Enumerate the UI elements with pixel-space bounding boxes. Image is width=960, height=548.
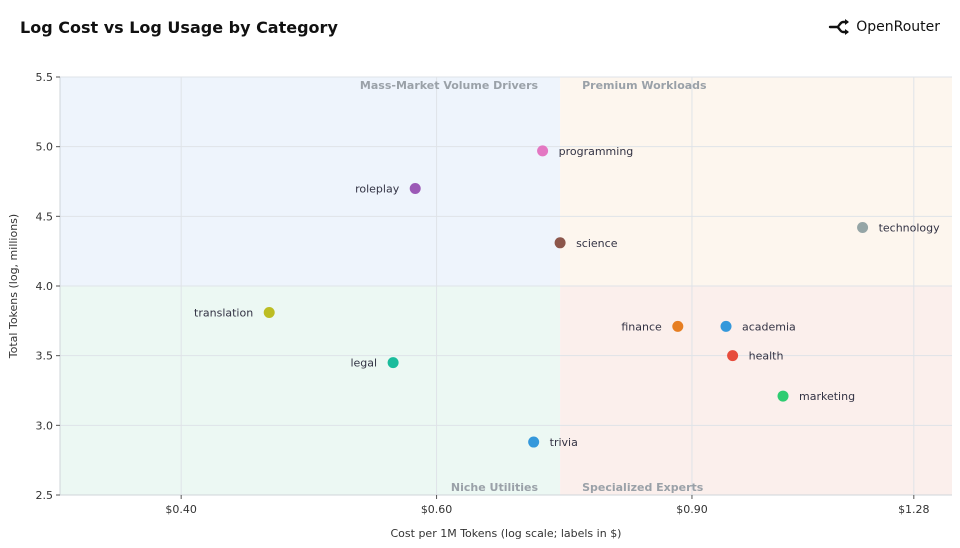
data-label-translation: translation: [194, 306, 253, 319]
chart-title: Log Cost vs Log Usage by Category: [20, 18, 338, 37]
quadrant-top-left: [60, 77, 561, 286]
data-label-legal: legal: [350, 357, 377, 370]
x-tick-label: $1.28: [898, 503, 930, 516]
data-label-technology: technology: [879, 221, 941, 234]
quadrant-label-top-right: Premium Workloads: [582, 79, 707, 92]
quadrant-bottom-right: [560, 286, 952, 495]
openrouter-logo-icon: [829, 19, 850, 35]
y-tick-label: 5.5: [36, 71, 54, 84]
data-point-trivia: [528, 436, 540, 448]
data-label-health: health: [749, 350, 784, 363]
data-label-finance: finance: [621, 320, 662, 333]
x-tick-label: $0.40: [165, 503, 197, 516]
y-tick-label: 4.5: [36, 210, 54, 223]
data-point-science: [554, 237, 566, 249]
quadrant-label-bottom-left: Niche Utilities: [451, 481, 539, 494]
quadrant-label-top-left: Mass-Market Volume Drivers: [360, 79, 539, 92]
data-label-academia: academia: [742, 320, 796, 333]
quadrant-bottom-left: [60, 286, 561, 495]
data-point-health: [727, 350, 739, 362]
y-tick-label: 2.5: [36, 489, 54, 502]
data-point-academia: [720, 320, 732, 332]
y-tick-label: 4.0: [36, 280, 54, 293]
data-point-technology: [857, 221, 869, 233]
brand-name: OpenRouter: [856, 19, 940, 35]
data-label-programming: programming: [559, 145, 634, 158]
y-tick-label: 5.0: [36, 141, 54, 154]
x-axis-label: Cost per 1M Tokens (log scale; labels in…: [391, 527, 622, 540]
quadrant-label-bottom-right: Specialized Experts: [582, 481, 704, 494]
x-tick-label: $0.60: [421, 503, 453, 516]
data-point-programming: [537, 145, 549, 157]
data-point-legal: [387, 357, 399, 369]
data-label-science: science: [576, 237, 618, 250]
data-point-roleplay: [409, 182, 421, 194]
data-label-marketing: marketing: [799, 390, 855, 403]
data-label-trivia: trivia: [550, 436, 578, 449]
data-point-translation: [263, 306, 275, 318]
data-point-finance: [672, 320, 684, 332]
y-tick-label: 3.0: [36, 419, 54, 432]
quadrant-top-right: [560, 77, 952, 286]
brand-logo: OpenRouter: [828, 18, 940, 36]
x-tick-label: $0.90: [676, 503, 708, 516]
y-axis-label: Total Tokens (log, millions): [7, 214, 20, 359]
data-point-marketing: [777, 390, 789, 402]
y-tick-label: 3.5: [36, 350, 54, 363]
chart-header: Log Cost vs Log Usage by Category OpenRo…: [0, 0, 960, 60]
data-label-roleplay: roleplay: [355, 182, 400, 195]
